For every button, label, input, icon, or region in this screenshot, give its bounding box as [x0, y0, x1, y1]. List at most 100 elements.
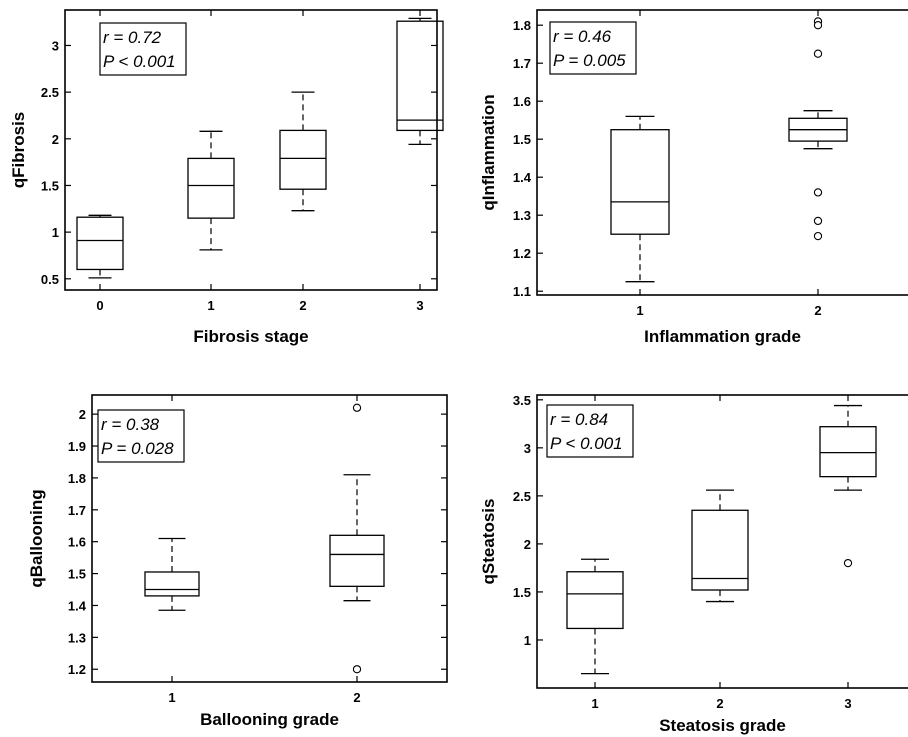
y-tick-label: 3: [52, 38, 59, 53]
stats-annotation: r = 0.46 P = 0.005: [549, 21, 637, 75]
x-axis-title: Steatosis grade: [659, 716, 786, 735]
y-tick-label: 1.7: [68, 503, 86, 518]
panel-ballooning: 1.2 1.3 1.4 1.5 1.6 1.7 1.8 1.9 2 1 2 r = 0.38 P = 0…: [27, 394, 448, 729]
outlier-point: [843, 558, 853, 568]
y-tick-label: 1.6: [513, 94, 531, 109]
y-tick-label: 1.2: [513, 246, 531, 261]
x-tick-label: 2: [299, 298, 306, 313]
r-value: r = 0.38: [101, 415, 160, 434]
box-1: [610, 115, 670, 283]
y-tick-label: 1.5: [68, 567, 86, 582]
panel-steatosis: 1 1.5 2 2.5 3 3.5 1 2 3 r = 0.84 P < 0.001 Steatosi…: [479, 393, 908, 735]
box-2: [279, 91, 327, 212]
y-tick-label: 1.3: [513, 208, 531, 223]
box-iqr: [819, 426, 877, 478]
box-iqr: [279, 129, 327, 190]
stats-box: [546, 404, 634, 458]
box-2: [691, 489, 749, 603]
x-tick-label: 2: [353, 690, 360, 705]
x-tick-label: 1: [168, 690, 175, 705]
y-tick-label: 1.8: [513, 18, 531, 33]
r-value: r = 0.46: [553, 27, 612, 46]
y-axis-title: qFibrosis: [9, 112, 28, 189]
r-value: r = 0.72: [103, 28, 162, 47]
y-tick-label: 2: [52, 132, 59, 147]
r-value: r = 0.84: [550, 410, 608, 429]
y-axis-title: qInflammation: [479, 94, 498, 210]
outlier-point: [352, 403, 362, 412]
y-tick-label: 1.5: [41, 178, 59, 193]
plot-frame: [536, 9, 908, 296]
box-3: [819, 404, 877, 568]
y-tick-label: 1.6: [68, 535, 86, 550]
box-3: [396, 17, 444, 146]
stats-box: [99, 22, 187, 76]
outlier-point: [813, 216, 823, 226]
box-iqr: [691, 509, 749, 591]
x-tick-label: 3: [416, 298, 423, 313]
p-value: P = 0.005: [553, 51, 626, 70]
x-tick-label: 3: [844, 696, 851, 711]
box-1: [566, 558, 624, 675]
y-tick-label: 1.2: [68, 662, 86, 677]
panel-inflammation: 1.1 1.2 1.3 1.4 1.5 1.6 1.7 1.8 1 2 r = 0.46 P = 0.…: [479, 9, 908, 346]
box-1: [144, 537, 200, 611]
y-tick-label: 1: [524, 633, 531, 648]
box-iqr: [144, 571, 200, 597]
x-tick-label: 1: [207, 298, 214, 313]
stats-annotation: r = 0.72 P < 0.001: [99, 22, 187, 76]
box-iqr: [566, 571, 624, 630]
y-tick-label: 1.3: [68, 630, 86, 645]
y-tick-label: 1.4: [513, 170, 532, 185]
stats-box: [549, 21, 637, 75]
y-tick-label: 3.5: [513, 393, 531, 408]
box-iqr: [610, 129, 670, 235]
y-tick-label: 1.7: [513, 56, 531, 71]
y-tick-label: 2.5: [41, 85, 59, 100]
stats-annotation: r = 0.38 P = 0.028: [97, 409, 185, 463]
y-tick-label: 1.4: [68, 598, 87, 613]
x-tick-label: 0: [96, 298, 103, 313]
y-tick-label: 2.5: [513, 489, 531, 504]
y-tick-label: 2: [524, 537, 531, 552]
y-tick-label: 1: [52, 225, 59, 240]
y-tick-label: 1.1: [513, 284, 531, 299]
p-value: P < 0.001: [550, 434, 623, 453]
outlier-point: [813, 188, 823, 197]
plot-frame: [64, 9, 438, 291]
box-iqr: [329, 534, 385, 587]
plot-frame: [91, 394, 448, 683]
y-tick-label: 0.5: [41, 272, 59, 287]
x-axis-title: Inflammation grade: [644, 327, 801, 346]
outlier-point: [352, 665, 362, 674]
x-tick-label: 2: [716, 696, 723, 711]
plot-frame: [536, 394, 908, 689]
box-2: [329, 403, 385, 674]
x-axis-title: Ballooning grade: [200, 710, 339, 729]
box-0: [76, 214, 124, 279]
stats-box: [97, 409, 185, 463]
box-iqr: [187, 157, 235, 219]
x-tick-label: 2: [814, 303, 821, 318]
x-axis-title: Fibrosis stage: [193, 327, 308, 346]
y-tick-label: 1.5: [513, 132, 531, 147]
panel-fibrosis: 0.5 1 1.5 2 2.5 3 0 1 2 3 r = 0.72 P < 0.001 Fibrosi…: [9, 9, 444, 346]
outlier-point: [813, 21, 823, 30]
y-tick-label: 1.9: [68, 439, 86, 454]
x-tick-label: 1: [636, 303, 643, 318]
stats-annotation: r = 0.84 P < 0.001: [546, 404, 634, 458]
outlier-point: [813, 231, 823, 241]
box-2: [788, 17, 848, 241]
x-tick-label: 1: [591, 696, 598, 711]
y-tick-label: 1.5: [513, 585, 531, 600]
y-axis-title: qBallooning: [27, 489, 46, 587]
box-iqr: [396, 20, 444, 132]
y-axis-title: qSteatosis: [479, 499, 498, 585]
box-1: [187, 130, 235, 251]
p-value: P = 0.028: [101, 439, 174, 458]
y-tick-label: 2: [79, 407, 86, 422]
box-iqr: [76, 216, 124, 271]
y-tick-label: 1.8: [68, 471, 86, 486]
outlier-point: [813, 49, 823, 58]
